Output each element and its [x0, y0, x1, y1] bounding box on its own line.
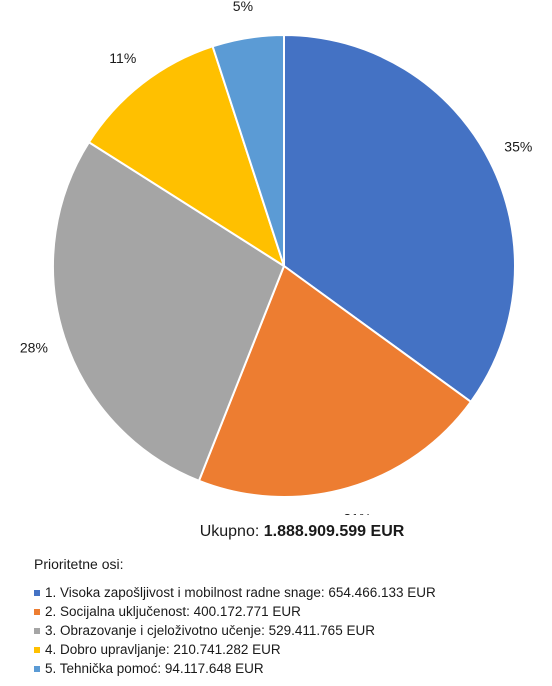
- legend-label-5: 5. Tehnička pomoć: 94.117.648 EUR: [45, 661, 264, 676]
- pie-slice-label-5: 5%: [233, 0, 253, 14]
- total-value: 1.888.909.599 EUR: [263, 523, 405, 540]
- legend-item-4: 4. Dobro upravljanje: 210.741.282 EUR: [34, 640, 436, 659]
- legend-item-5: 5. Tehnička pomoć: 94.117.648 EUR: [34, 659, 436, 678]
- legend-swatch-1: [34, 589, 40, 596]
- legend-label-2: 2. Socijalna uključenost: 400.172.771 EU…: [45, 604, 301, 619]
- legend-swatch-2: [34, 608, 40, 615]
- legend-label-4: 4. Dobro upravljanje: 210.741.282 EUR: [45, 642, 281, 657]
- legend-swatch-5: [34, 665, 40, 672]
- pie-labels: 35% 21% 28% 11% 5%: [20, 0, 532, 515]
- pie-slice-2: [197, 265, 472, 498]
- pie-slice-5: [211, 34, 285, 267]
- legend-item-1: 1. Visoka zapošljivost i mobilnost radne…: [34, 583, 436, 602]
- legend-swatch-3: [34, 627, 40, 634]
- pie-slices: [52, 34, 516, 498]
- pie-slice-label-1: 35%: [504, 139, 532, 155]
- pie-slice-label-2: 21%: [343, 511, 371, 515]
- pie-slice-4: [87, 45, 285, 267]
- pie-slice-1: [283, 34, 516, 403]
- pie-slice-3: [52, 141, 285, 482]
- legend-item-2: 2. Socijalna uključenost: 400.172.771 EU…: [34, 602, 436, 621]
- legend-title: Prioritetne osi:: [34, 556, 124, 572]
- legend-label-3: 3. Obrazovanje i cjeloživotno učenje: 52…: [45, 623, 375, 638]
- total-label: Ukupno:: [199, 523, 264, 540]
- total-summary: Ukupno: 1.888.909.599 EUR: [26, 523, 552, 541]
- pie-slice-label-4: 11%: [109, 50, 136, 66]
- pie-chart: 35% 21% 28% 11% 5%: [20, 0, 532, 515]
- legend-swatch-4: [34, 646, 40, 653]
- legend-item-3: 3. Obrazovanje i cjeloživotno učenje: 52…: [34, 621, 436, 640]
- pie-slice-label-3: 28%: [20, 339, 48, 355]
- legend-label-1: 1. Visoka zapošljivost i mobilnost radne…: [45, 585, 436, 600]
- legend: 1. Visoka zapošljivost i mobilnost radne…: [34, 583, 436, 678]
